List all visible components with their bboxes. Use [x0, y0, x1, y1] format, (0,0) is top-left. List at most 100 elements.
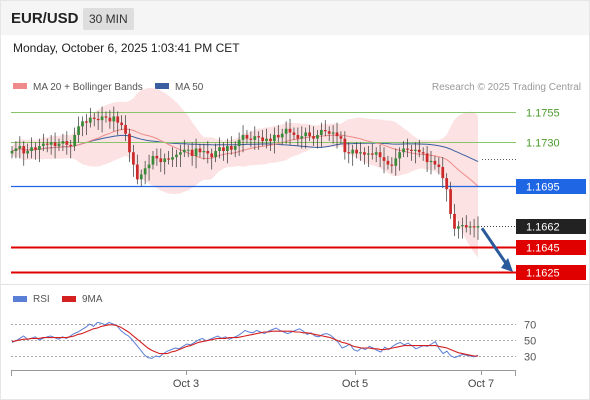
candle-body	[108, 117, 112, 122]
candle-body	[167, 158, 171, 160]
projection-arrowhead	[501, 257, 513, 272]
candle-body	[128, 133, 131, 153]
candle-body	[363, 152, 366, 155]
candle-body	[18, 146, 22, 149]
ma50-legend-swatch	[155, 83, 169, 89]
candle-body	[366, 153, 370, 155]
pivot-label: 1.1695	[526, 182, 560, 194]
candle-body	[85, 121, 88, 123]
ma20-legend-label: MA 20 + Bollinger Bands	[33, 82, 143, 93]
candle-body	[359, 152, 362, 154]
candle-body	[92, 117, 96, 119]
candle-body	[417, 149, 421, 153]
candle-body	[386, 160, 390, 165]
rsi-ma-legend-swatch	[62, 296, 76, 302]
candle-body	[355, 149, 358, 154]
candle-body	[472, 226, 476, 228]
candle-body	[265, 138, 268, 142]
candle-body	[261, 137, 264, 142]
candle-body	[269, 138, 272, 142]
candle-body	[331, 132, 335, 134]
current-price-label: 1.1662	[526, 222, 560, 234]
candle-body	[143, 168, 147, 175]
candle-body	[198, 148, 202, 153]
candle-body	[312, 136, 315, 139]
candle-body	[222, 147, 225, 151]
candle-body	[194, 148, 198, 156]
candle-body	[100, 116, 104, 121]
candle-body	[132, 152, 135, 165]
candle-body	[464, 225, 468, 228]
candle-body	[237, 139, 241, 147]
support-label: 1.1625	[526, 268, 560, 280]
candle-body	[155, 155, 159, 159]
candle-body	[327, 131, 331, 134]
candle-body	[10, 150, 14, 154]
rsi-ma-line	[11, 324, 478, 357]
candle-body	[437, 164, 441, 168]
candle-body	[280, 133, 284, 138]
candle-body	[319, 130, 323, 135]
candle-body	[147, 164, 151, 169]
candle-body	[116, 116, 120, 123]
candle-body	[347, 152, 351, 154]
candle-body	[288, 128, 292, 133]
support-tag	[516, 265, 586, 280]
candle-body	[218, 147, 221, 151]
candle-body	[53, 142, 57, 147]
chart-header: EUR/USD 30 MIN	[1, 1, 589, 35]
candle-body	[30, 147, 33, 151]
candle-body	[402, 148, 405, 153]
projection-arrow	[480, 227, 509, 266]
candle-body	[151, 155, 155, 165]
rsi-tick-label: 50	[524, 336, 536, 348]
candle-body	[206, 150, 210, 154]
candle-body	[210, 153, 214, 158]
candle-body	[300, 136, 304, 139]
timeframe-button[interactable]: 30 MIN	[83, 8, 134, 30]
candle-body	[26, 150, 30, 154]
rsi-tick-label: 70	[524, 320, 536, 332]
support-label: 1.1645	[526, 243, 560, 255]
candle-body	[77, 126, 80, 135]
candle-body	[316, 134, 319, 139]
candle-body	[45, 143, 49, 145]
candle-body	[175, 154, 178, 158]
candle-body	[233, 146, 237, 150]
candle-body	[179, 152, 182, 155]
candle-body	[257, 136, 261, 138]
ma50-legend-label: MA 50	[175, 82, 204, 93]
candle-body	[249, 138, 253, 140]
candle-body	[370, 153, 374, 155]
candle-body	[394, 158, 398, 166]
candle-body	[245, 134, 249, 139]
candle-body	[61, 141, 65, 144]
candle-body	[69, 144, 73, 147]
candle-body	[139, 174, 143, 180]
pivot-tag	[516, 179, 586, 194]
candle-body	[202, 150, 206, 153]
candle-body	[339, 136, 343, 139]
candle-body	[226, 146, 229, 151]
candle-body	[163, 158, 167, 163]
x-tick-label: Oct 3	[173, 378, 199, 390]
candle-body	[284, 128, 288, 134]
symbol-title: EUR/USD	[11, 10, 79, 27]
candle-body	[296, 134, 300, 139]
rsi-line	[11, 321, 479, 359]
candle-body	[120, 122, 124, 126]
rsi-tick-label: 30	[524, 352, 536, 364]
candle-body	[229, 146, 233, 150]
candle-body	[410, 149, 413, 151]
candle-body	[406, 148, 409, 150]
support-tag	[516, 240, 586, 255]
candle-body	[88, 117, 92, 123]
candle-body	[272, 134, 276, 142]
candle-body	[81, 121, 84, 127]
ma20-line	[11, 128, 479, 187]
candle-body	[453, 213, 456, 229]
ma20-legend-swatch	[13, 83, 27, 89]
candle-body	[186, 149, 190, 151]
bollinger-band	[12, 87, 478, 258]
